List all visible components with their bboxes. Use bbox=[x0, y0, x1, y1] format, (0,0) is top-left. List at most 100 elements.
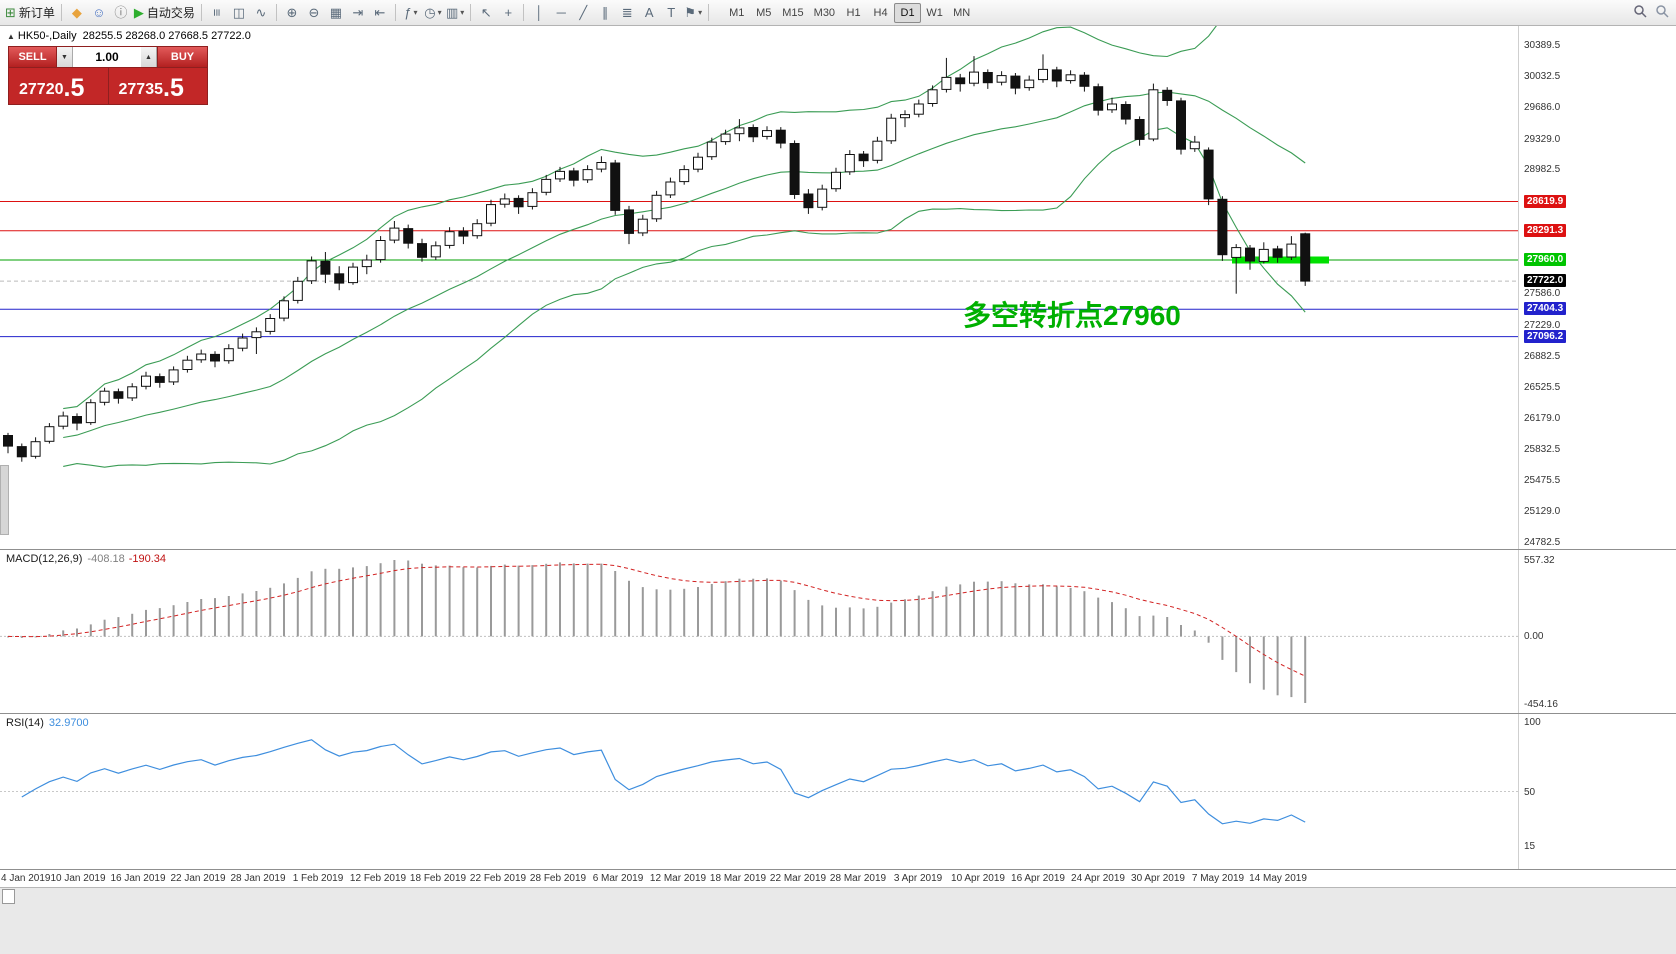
timeframe-h1-button[interactable]: H1 bbox=[846, 6, 861, 19]
macd-label: MACD(12,26,9) -408.18 -190.34 bbox=[6, 553, 166, 565]
price-level-label: 28291.3 bbox=[1524, 224, 1567, 237]
templates-dropdown-icon[interactable]: ▾ bbox=[460, 8, 465, 17]
macd-axis[interactable]: 557.32 0.00 -454.16 bbox=[1518, 550, 1676, 713]
timeframe-m30-button[interactable]: M30 bbox=[813, 6, 836, 19]
axis-scale-label: 27586.0 bbox=[1524, 288, 1561, 299]
zoom-in-button[interactable]: ⊕ bbox=[281, 2, 303, 24]
date-axis-label: 4 Jan 2019 bbox=[1, 873, 51, 884]
indicators-dropdown-icon[interactable]: ▾ bbox=[413, 8, 418, 17]
arrows-dropdown-icon[interactable]: ▾ bbox=[698, 8, 703, 17]
volume-down-button[interactable]: ▼ bbox=[57, 47, 73, 67]
date-axis-label: 22 Feb 2019 bbox=[469, 873, 527, 884]
horizontal-level-lines[interactable] bbox=[0, 201, 1518, 338]
text-label-button[interactable]: T bbox=[660, 2, 682, 24]
trendline-icon: ╱ bbox=[579, 5, 588, 20]
chart-candles-icon: ◫ bbox=[232, 5, 246, 20]
timeframe-h4-button[interactable]: H4 bbox=[873, 6, 888, 19]
price-chart-canvas[interactable]: 多空转折点27960 bbox=[0, 26, 1518, 549]
macd-histogram bbox=[7, 560, 1307, 703]
bottom-strip bbox=[0, 887, 1676, 954]
chart-line-button[interactable]: ∿ bbox=[250, 2, 272, 24]
horizontal-line-button[interactable]: ─ bbox=[550, 2, 572, 24]
chart-candles-button[interactable]: ◫ bbox=[228, 2, 250, 24]
auto-trading-label: 自动交易 bbox=[146, 6, 195, 20]
buy-price-main: 27735 bbox=[118, 81, 164, 98]
new-order-button[interactable]: ⊞ 新订单 bbox=[3, 2, 57, 24]
timeframe-d1-button[interactable]: D1 bbox=[894, 2, 922, 23]
search-advanced-icon bbox=[1655, 4, 1669, 21]
date-axis-label: 14 May 2019 bbox=[1249, 873, 1307, 884]
auto-trading-button[interactable]: ▶ 自动交易 bbox=[132, 2, 197, 24]
tile-windows-button[interactable]: ▦ bbox=[325, 2, 347, 24]
auto-scroll-icon: ⇥ bbox=[352, 5, 364, 20]
timeframe-m15-button[interactable]: M15 bbox=[782, 6, 804, 19]
sell-price-frac: .5 bbox=[63, 74, 85, 102]
volume-input[interactable] bbox=[73, 47, 141, 67]
indicators-button[interactable]: ƒ ▾ bbox=[400, 2, 422, 24]
auto-scroll-button[interactable]: ⇥ bbox=[347, 2, 369, 24]
buy-price-frac: .5 bbox=[163, 74, 184, 102]
chart-symbol-period: HK50-,Daily bbox=[17, 30, 77, 42]
date-axis-label: 6 Mar 2019 bbox=[592, 873, 644, 884]
toolbar-separator bbox=[60, 4, 62, 21]
rsi-canvas[interactable] bbox=[0, 714, 1518, 869]
chart-ohlc-values: 28255.5 28268.0 27668.5 27722.0 bbox=[82, 30, 251, 42]
news-button[interactable]: ⓘ bbox=[110, 2, 132, 24]
buy-button[interactable]: BUY bbox=[157, 47, 207, 67]
price-level-label: 28619.9 bbox=[1524, 195, 1567, 208]
axis-scale-label: 26882.5 bbox=[1524, 351, 1561, 362]
vertical-line-button[interactable]: │ bbox=[528, 2, 550, 24]
candlestick-series bbox=[3, 54, 1311, 462]
search-button[interactable] bbox=[1629, 2, 1651, 24]
macd-signal-line bbox=[7, 563, 1306, 677]
date-axis-label: 22 Jan 2019 bbox=[170, 873, 226, 884]
zoom-out-button[interactable]: ⊖ bbox=[303, 2, 325, 24]
templates-button[interactable]: ▥ ▾ bbox=[444, 2, 466, 24]
cursor-button[interactable]: ↖ bbox=[475, 2, 497, 24]
search-advanced-button[interactable] bbox=[1651, 2, 1673, 24]
chart-line-icon: ∿ bbox=[255, 5, 267, 20]
support-highlight-segment[interactable] bbox=[1232, 256, 1329, 264]
text-button[interactable]: A bbox=[638, 2, 660, 24]
buy-price-display[interactable]: 27735.5 bbox=[109, 68, 208, 104]
periods-dropdown-icon[interactable]: ▾ bbox=[437, 8, 442, 17]
price-axis[interactable]: 30389.5 30032.5 29686.0 29329.0 28982.5 27586… bbox=[1518, 26, 1676, 549]
sell-price-display[interactable]: 27720.5 bbox=[9, 68, 108, 104]
rsi-value: 32.9700 bbox=[48, 717, 89, 729]
text-label-icon: T bbox=[667, 5, 676, 20]
rsi-axis[interactable]: 100 50 15 bbox=[1518, 714, 1676, 869]
periods-icon: ◷ bbox=[424, 5, 436, 20]
macd-pane: MACD(12,26,9) -408.18 -190.34 557.32 0.00 -4… bbox=[0, 549, 1676, 713]
arrows-button[interactable]: ⚑ ▾ bbox=[682, 2, 704, 24]
user-profile-button[interactable]: ☺ bbox=[88, 2, 110, 24]
chart-bars-button[interactable]: ≡ bbox=[206, 2, 228, 24]
timeframe-mn-button[interactable]: MN bbox=[953, 6, 971, 19]
axis-scale-label: 25129.0 bbox=[1524, 506, 1561, 517]
axis-scale-label: 27229.0 bbox=[1524, 320, 1561, 331]
timeframe-w1-button[interactable]: W1 bbox=[926, 6, 943, 19]
chart-shift-button[interactable]: ⇤ bbox=[369, 2, 391, 24]
chart-bars-icon: ≡ bbox=[209, 8, 225, 17]
date-axis[interactable]: 4 Jan 2019 10 Jan 2019 16 Jan 2019 22 Jan 2… bbox=[0, 869, 1676, 887]
sell-button[interactable]: SELL bbox=[9, 47, 57, 67]
date-axis-label: 3 Apr 2019 bbox=[893, 873, 943, 884]
scrollbar-box[interactable] bbox=[2, 889, 15, 904]
news-icon: ⓘ bbox=[114, 5, 128, 20]
rsi-pane: RSI(14) 32.9700 100 50 15 bbox=[0, 713, 1676, 869]
macd-canvas[interactable] bbox=[0, 550, 1518, 713]
zoom-in-icon: ⊕ bbox=[286, 5, 298, 20]
timeframe-m5-button[interactable]: M5 bbox=[756, 6, 772, 19]
fibonacci-button[interactable]: ≣ bbox=[616, 2, 638, 24]
fibonacci-icon: ≣ bbox=[621, 5, 633, 20]
mql5-community-button[interactable]: ◆ bbox=[66, 2, 88, 24]
bollinger-bands bbox=[63, 26, 1306, 468]
trendline-button[interactable]: ╱ bbox=[572, 2, 594, 24]
date-axis-label: 16 Jan 2019 bbox=[110, 873, 166, 884]
volume-up-button[interactable]: ▲ bbox=[141, 47, 157, 67]
equidistant-channel-button[interactable]: ∥ bbox=[594, 2, 616, 24]
crosshair-button[interactable]: + bbox=[497, 2, 519, 24]
axis-scale-label: 26525.5 bbox=[1524, 382, 1561, 393]
periods-button[interactable]: ◷ ▾ bbox=[422, 2, 444, 24]
annotation-text[interactable]: 多空转折点27960 bbox=[963, 299, 1181, 331]
timeframe-m1-button[interactable]: M1 bbox=[729, 6, 745, 19]
